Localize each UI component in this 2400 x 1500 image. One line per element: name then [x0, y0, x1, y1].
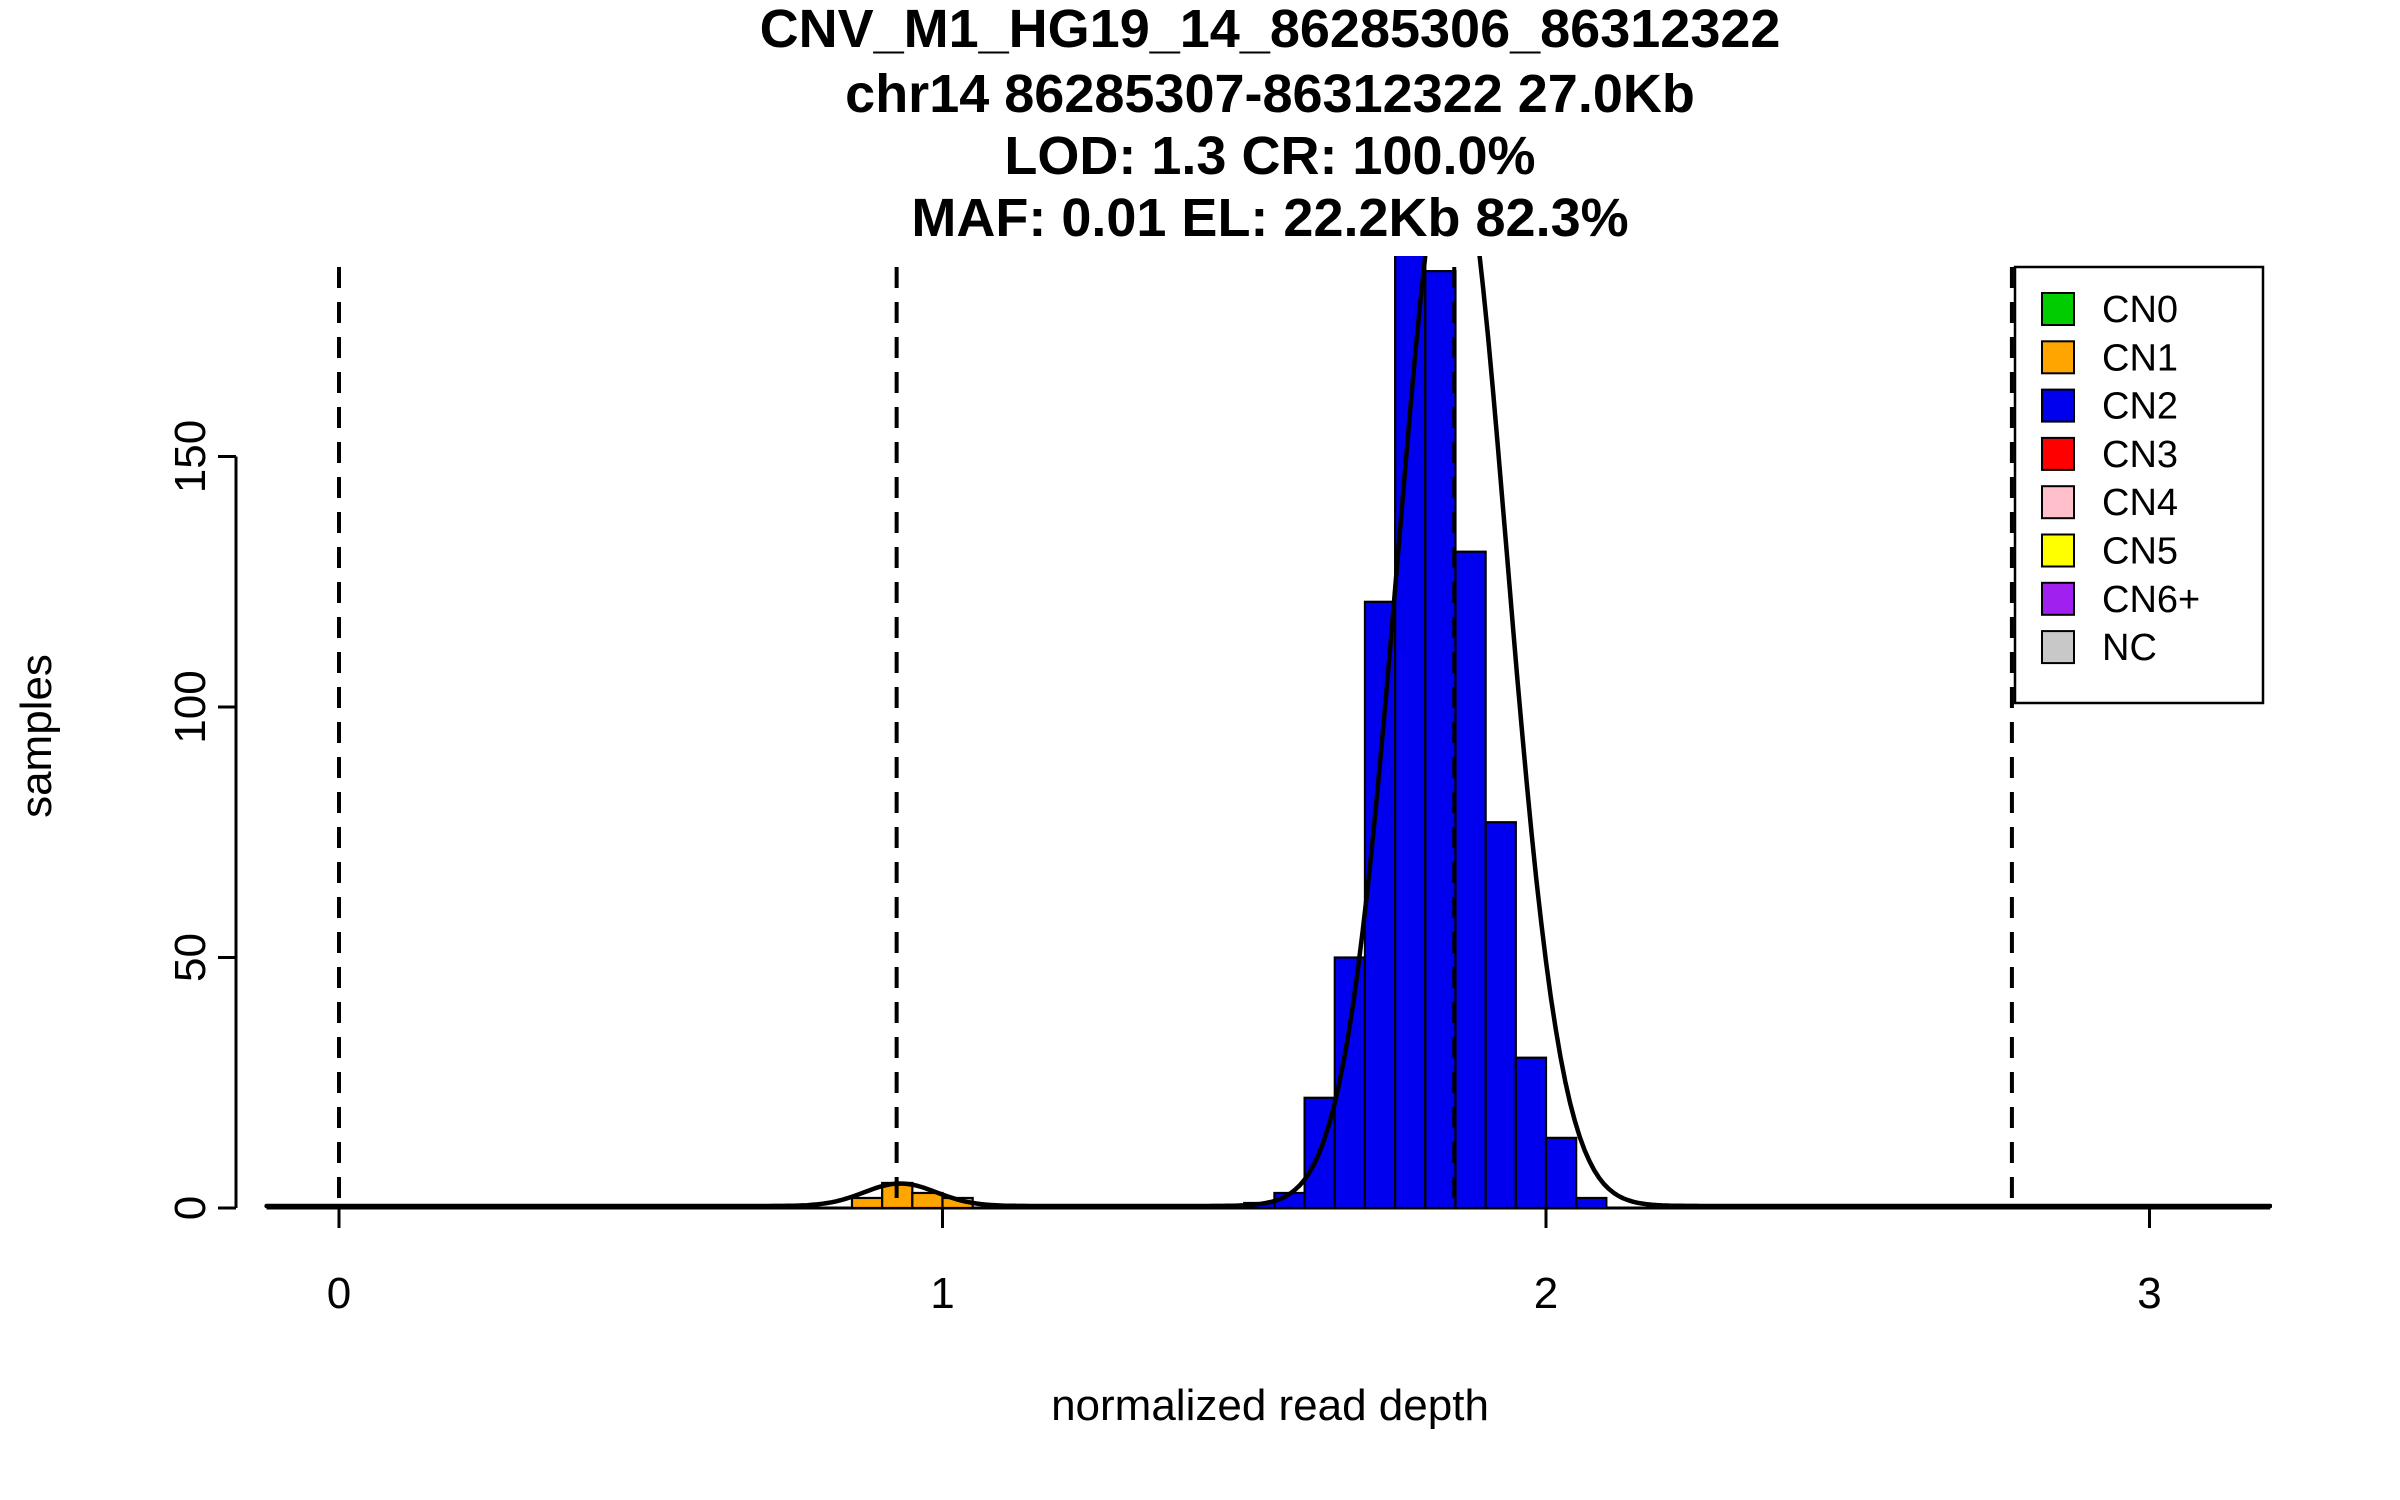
legend-label-CN1: CN1	[2102, 337, 2178, 379]
histogram-bar-CN1	[850, 1196, 884, 1210]
legend-swatch-CN3	[2041, 436, 2075, 471]
x-tick-label: 0	[327, 1269, 351, 1318]
histogram-bar-CN2	[1544, 1136, 1578, 1210]
plot-area: 0 50 100 150 0 1 2 3 CN0 CN1 CN2 CN3 CN4 CN5 CN6+ NC	[166, 256, 2272, 1318]
density-curve	[264, 256, 2272, 1209]
histogram-bar-CN2	[1394, 256, 1427, 1210]
legend-swatch-CN0	[2041, 292, 2075, 326]
legend-swatch-CN2	[2041, 388, 2075, 423]
legend-swatch-NC	[2041, 630, 2075, 665]
legend-label-CN3: CN3	[2102, 434, 2178, 476]
x-tick-label: 1	[930, 1269, 954, 1318]
histogram-bar-CN2	[1514, 1056, 1548, 1210]
histogram-bar-CN2	[1454, 550, 1487, 1210]
chart-title-line2: chr14 86285307-86312322 27.0Kb	[845, 64, 1695, 124]
legend-label-CN2: CN2	[2102, 386, 2178, 428]
y-axis-label: samples	[12, 654, 61, 818]
histogram-bar-CN2	[1363, 600, 1397, 1210]
legend-swatch-CN1	[2041, 340, 2075, 375]
legend-label-CN6+: CN6+	[2102, 579, 2200, 621]
y-tick-label: 50	[166, 933, 215, 982]
y-tick-label: 150	[166, 420, 215, 493]
legend-swatch-CN4	[2041, 485, 2075, 520]
legend-swatch-CN5	[2041, 533, 2075, 568]
x-tick-label: 3	[2137, 1269, 2161, 1318]
x-axis-label: normalized read depth	[1051, 1381, 1489, 1430]
x-tick-label: 2	[1534, 1269, 1558, 1318]
legend-label-NC: NC	[2102, 627, 2157, 669]
legend-label-CN0: CN0	[2102, 289, 2178, 331]
y-tick-label: 100	[166, 670, 215, 743]
histogram-bar-CN2	[1575, 1196, 1608, 1210]
legend-swatch-CN6+	[2041, 581, 2075, 616]
histogram-bar-CN2	[1484, 821, 1517, 1210]
legend-label-CN4: CN4	[2102, 482, 2178, 524]
chart-title-line3: LOD: 1.3 CR: 100.0%	[1004, 126, 1535, 186]
y-tick-label: 0	[166, 1196, 215, 1220]
histogram-bar-CN2	[1424, 270, 1457, 1210]
chart-title-line1: CNV_M1_HG19_14_86285306_86312322	[760, 0, 1781, 59]
chart-title-line4: MAF: 0.01 EL: 22.2Kb 82.3%	[911, 188, 1628, 248]
legend-label-CN5: CN5	[2102, 531, 2178, 573]
titles-and-labels: CNV_M1_HG19_14_86285306_86312322 chr14 8…	[12, 0, 1780, 1430]
